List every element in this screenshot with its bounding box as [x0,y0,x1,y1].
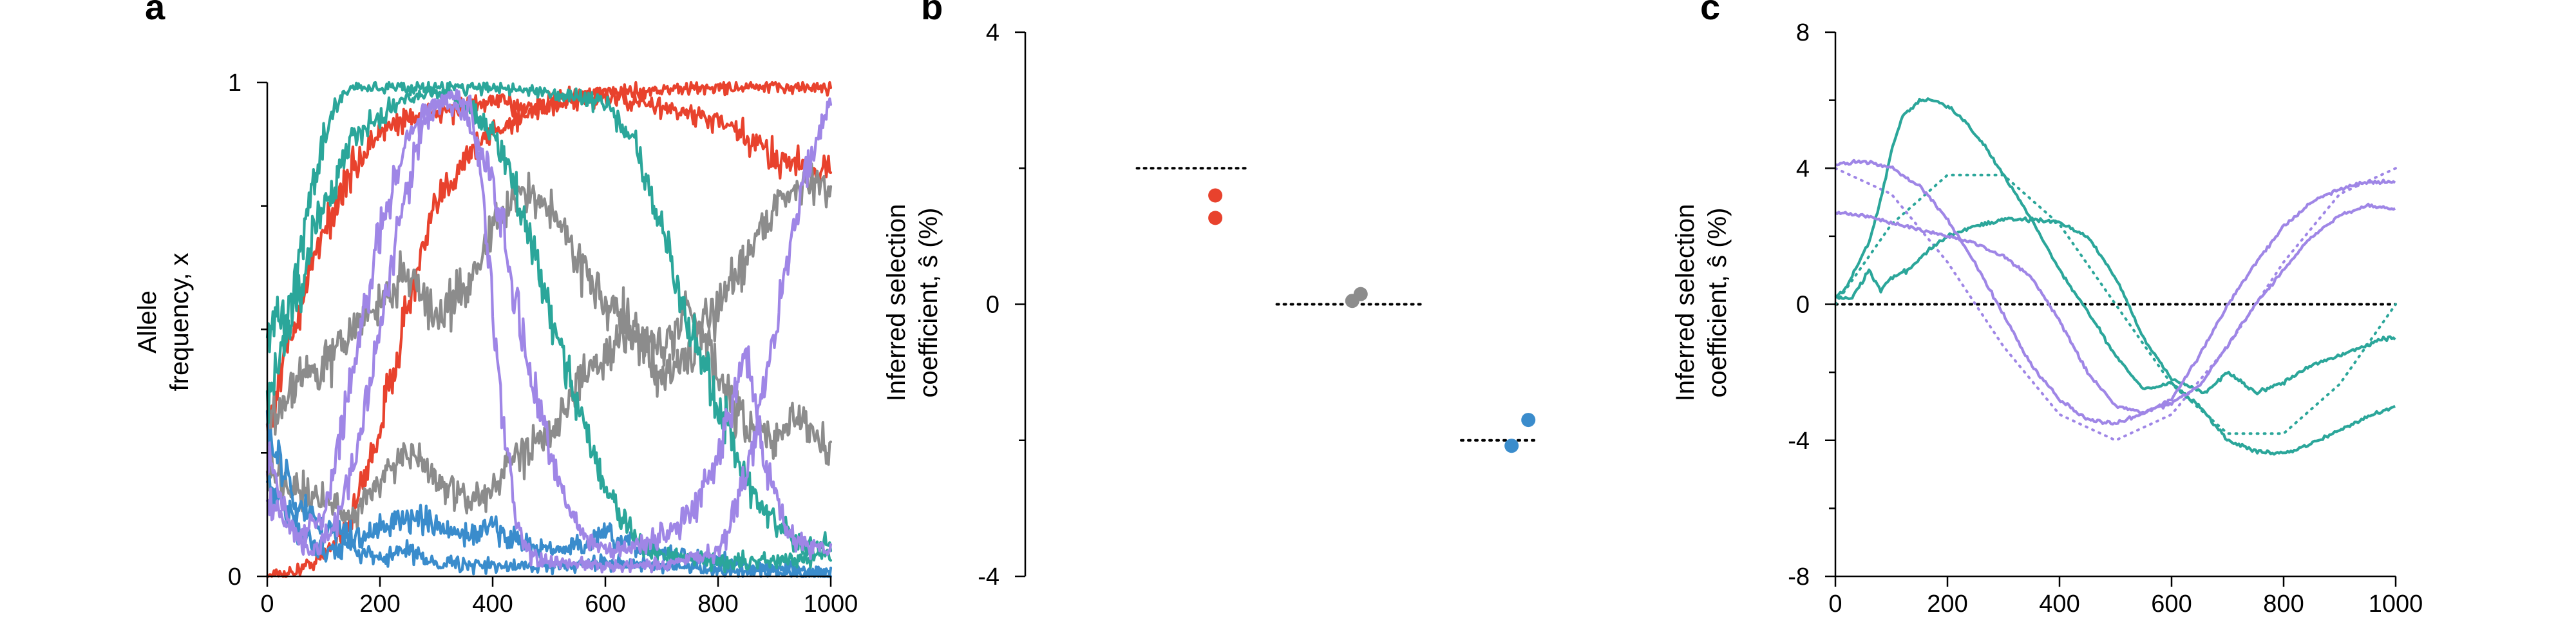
panel-a-chart: Allele frequency, x 0 200 400 600 800 1000 0 1 [133,70,858,618]
panel-a-x-tick-label: 800 [697,591,738,618]
panel-c-inferred-teal-1 [1834,216,2396,395]
panel-c-ylabel-line1: Inferred selection [1671,204,1700,402]
panel-b-point-red [1208,211,1223,225]
panel-b-letter: b [921,0,943,27]
panel-a-ylabel-line1: Allele [133,290,162,354]
panel-b-ylabel-line2: coefficient, ŝ (%) [914,208,943,398]
panel-a-trajectory-red-1 [265,90,833,437]
panel-a-trajectory-purple-9 [265,95,833,560]
panel-c-true-purple [1834,167,2397,442]
panel-c-y-tick-label: -8 [1788,564,1810,591]
panel-c-x-tick-label: 600 [2151,591,2192,618]
panel-b-ylabel-line1: Inferred selection [882,204,911,402]
panel-a-trajectory-teal-6 [265,80,833,556]
panel-b-point-red [1208,188,1223,203]
panel-c-chart: Inferred selection coefficient, ŝ (%) 0 2… [1671,19,2423,618]
panel-b-point-blue [1521,413,1536,428]
panel-a-ylabel-line2: frequency, x [166,253,194,392]
panel-a-y-tick-label: 1 [228,70,242,97]
panel-a-x-tick-label: 400 [472,591,513,618]
panel-a-trajectory-gray-3 [265,290,833,533]
panel-b-y-tick-label: 0 [986,292,999,319]
panel-b-chart: Inferred selection coefficient, ŝ (%) -4… [882,19,1539,591]
panel-c-letter: c [1700,0,1720,27]
panel-c-y-tick-label: 4 [1796,155,1810,182]
panel-c-x-tick-label: 1000 [2369,591,2423,618]
panel-b-y-tick-label: 4 [986,19,999,46]
panel-c-inferred-teal-0 [1834,97,2396,456]
panel-a-x-tick-label: 0 [260,591,274,618]
panel-a-trajectory-blue-4 [265,410,833,578]
panel-c-x-tick-label: 400 [2039,591,2079,618]
panel-c-x-tick-label: 800 [2263,591,2304,618]
panel-a-ylabel-line2-text: frequency, x [166,253,194,392]
panel-c-x-tick-label: 0 [1828,591,1842,618]
panel-c-x-tick-label: 200 [1927,591,1967,618]
panel-a-x-tick-label: 1000 [804,591,858,618]
panel-a-x-tick-label: 200 [359,591,400,618]
panel-c-true-teal [1834,173,2397,435]
panel-a-letter: a [145,0,166,27]
panel-b-point-blue [1504,439,1519,453]
panel-b-point-gray [1353,287,1368,301]
panel-a-y-tick-label: 0 [228,564,242,591]
panel-b-y-tick-label: -4 [978,564,999,591]
panel-c-y-tick-label: 0 [1796,292,1810,319]
panel-a-x-tick-label: 600 [585,591,625,618]
panel-c-y-tick-label: 8 [1796,19,1810,46]
panel-a-trajectory-purple-8 [265,88,833,574]
panel-c-inferred-purple-2 [1835,158,2396,426]
panel-c-inferred-purple-3 [1834,202,2396,415]
panel-a-trajectory-teal-7 [265,86,833,574]
panel-c-ylabel-line2: coefficient, ŝ (%) [1703,208,1732,398]
panel-c-y-tick-label: -4 [1788,428,1810,455]
